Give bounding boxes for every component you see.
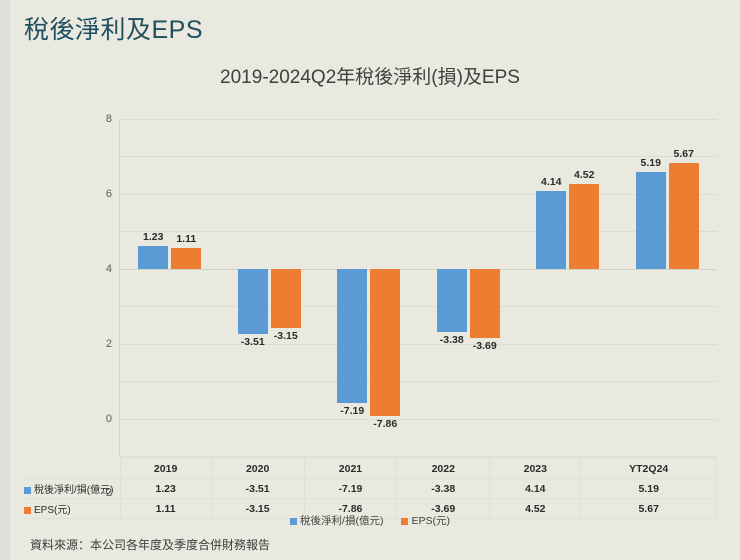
bar-eps[interactable] — [171, 247, 202, 269]
gridline: 2 — [106, 231, 717, 350]
table-column-header: 2021 — [303, 458, 398, 479]
table-row: 稅後淨利/損(億元) 1.23 -3.51 -7.19 -3.38 4.14 5.19 — [20, 478, 717, 499]
table-row-header: EPS(元) — [20, 498, 121, 519]
gridline: -10 — [120, 456, 717, 457]
table-head: 2019 2020 2021 2022 2023 YT2Q24 — [20, 458, 717, 479]
bar-group: -3.51 -3.15 — [220, 119, 320, 456]
bar-value-label: 5.19 — [640, 156, 661, 169]
chart-legend: 稅後淨利/損(億元) EPS(元) — [0, 513, 740, 528]
bar-value-label: -3.69 — [472, 339, 497, 352]
table-header-row: 2019 2020 2021 2022 2023 YT2Q24 — [20, 458, 717, 479]
table-cell: -3.69 — [396, 498, 491, 519]
bar-profit[interactable] — [436, 268, 467, 333]
bar-profit[interactable] — [337, 268, 368, 404]
bar-value-label: 5.67 — [673, 147, 694, 160]
table-column-header: 2022 — [396, 458, 491, 479]
chart-data-table: 2019 2020 2021 2022 2023 YT2Q24 稅後淨利/損(億元) 1.2… — [20, 458, 717, 519]
table-cell: 5.67 — [580, 498, 717, 519]
bar-value-label: 4.14 — [541, 176, 562, 189]
y-axis-tick-label: 4 — [105, 262, 112, 275]
table-row-header: 稅後淨利/損(億元) — [20, 478, 121, 499]
gridline: 4 — [106, 193, 717, 275]
table-cell: -7.19 — [303, 478, 398, 499]
table-corner-cell — [20, 458, 121, 479]
y-axis-tick-label: 0 — [105, 412, 112, 425]
table-cell: 4.14 — [489, 478, 582, 499]
legend-color-swatch-icon — [401, 517, 409, 525]
bar-value-label: -3.51 — [240, 336, 265, 349]
series-color-swatch-icon — [24, 506, 31, 514]
bar-value-label: 1.11 — [176, 232, 197, 245]
bar-eps[interactable] — [270, 268, 301, 328]
table-cell: 5.19 — [580, 478, 717, 499]
bar-eps[interactable] — [370, 268, 401, 416]
slide-left-accent-strip — [0, 0, 10, 560]
table-cell: 1.11 — [119, 498, 212, 519]
table-column-header: 2023 — [489, 458, 582, 479]
legend-label: EPS(元) — [411, 515, 450, 527]
bar-eps[interactable] — [469, 268, 500, 338]
bar-value-label: 1.23 — [143, 230, 164, 243]
bar-group: 1.23 1.11 — [120, 119, 220, 456]
bar-group: 4.14 4.52 — [518, 119, 618, 456]
page-title: 稅後淨利及EPS — [24, 16, 204, 44]
legend-item[interactable]: EPS(元) — [401, 513, 450, 528]
gridline: -6 — [120, 381, 717, 383]
bar-profit[interactable] — [237, 268, 268, 335]
table-row: EPS(元) 1.11 -3.15 -7.86 -3.69 4.52 5.67 — [20, 498, 717, 519]
bar-profit[interactable] — [536, 191, 567, 269]
y-axis-line — [119, 119, 120, 456]
source-note: 資料來源：本公司各年度及季度合併財務報告 — [30, 538, 271, 552]
bar-value-label: -3.38 — [439, 334, 464, 347]
bar-eps[interactable] — [668, 162, 699, 269]
table-body: 稅後淨利/損(億元) 1.23 -3.51 -7.19 -3.38 4.14 5.19 EPS… — [20, 478, 717, 519]
gridline: -4 — [120, 343, 717, 345]
gridline: 8 — [106, 113, 717, 125]
bar-profit[interactable] — [138, 245, 169, 269]
chart-title: 2019-2024Q2年稅後淨利(損)及EPS — [220, 67, 520, 88]
bar-value-label: 4.52 — [574, 169, 595, 182]
bar-group: 5.19 5.67 — [618, 119, 718, 456]
legend-item[interactable]: 稅後淨利/損(億元) — [290, 513, 383, 528]
table-cell: -3.51 — [210, 478, 305, 499]
table-cell: 1.23 — [119, 478, 212, 499]
gridline: 0 — [106, 268, 717, 425]
table-column-header: 2019 — [119, 458, 212, 479]
gridline: -8 — [120, 418, 717, 420]
bar-value-label: -3.15 — [273, 329, 298, 342]
bar-group: -7.19 -7.86 — [319, 119, 419, 456]
legend-color-swatch-icon — [290, 517, 298, 525]
gridline: 6 — [106, 156, 717, 200]
table-cell: 4.52 — [489, 498, 582, 519]
bar-value-label: -7.86 — [373, 417, 398, 430]
y-axis-tick-label: 8 — [105, 113, 112, 125]
bar-profit[interactable] — [635, 171, 666, 269]
y-axis-tick-label: 6 — [105, 187, 112, 200]
y-axis-tick-label: 2 — [105, 337, 112, 350]
table-cell: -3.15 — [210, 498, 305, 519]
table-cell: -7.86 — [303, 498, 398, 519]
legend-label: 稅後淨利/損(億元) — [300, 515, 384, 527]
table-column-header: 2020 — [210, 458, 305, 479]
series-color-swatch-icon — [24, 486, 31, 494]
table-column-header: YT2Q24 — [580, 458, 717, 479]
table-row-label: EPS(元) — [34, 505, 71, 516]
bar-eps[interactable] — [569, 184, 600, 269]
bar-value-label: -7.19 — [340, 405, 365, 418]
bar-group: -3.38 -3.69 — [419, 119, 519, 456]
table-cell: -3.38 — [396, 478, 491, 499]
table-row-label: 稅後淨利/損(億元) — [34, 485, 114, 496]
